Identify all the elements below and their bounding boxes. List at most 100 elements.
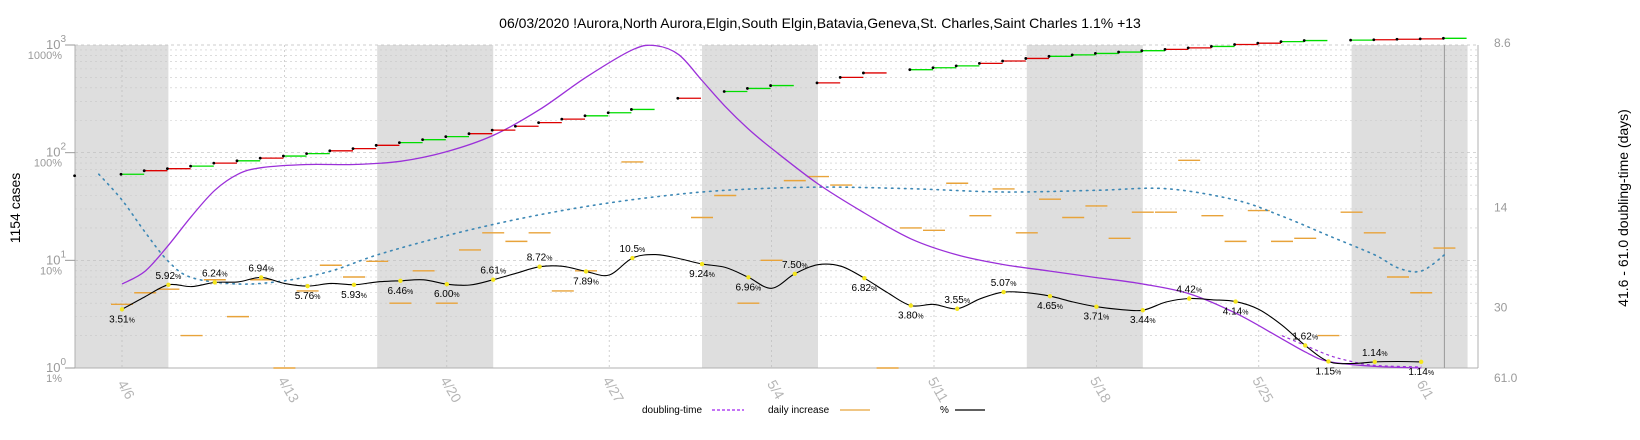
case-point <box>1047 54 1051 58</box>
percent-marker <box>630 255 635 261</box>
percent-label-suffix: % <box>453 292 459 299</box>
percent-labels: 3.51% 5.92% 6.24% 6.94% 5.76% 5.93% 6.46% 6.00%… <box>109 244 1434 378</box>
case-point <box>235 159 239 163</box>
case-point <box>1302 39 1306 42</box>
case-point <box>73 174 76 178</box>
case-point <box>769 84 772 87</box>
case-point <box>398 141 401 145</box>
case-point <box>1418 37 1422 41</box>
case-point <box>1395 37 1399 41</box>
percent-label-suffix: % <box>361 293 367 300</box>
doubling-time-line <box>121 44 1422 369</box>
percent-marker <box>1001 289 1006 295</box>
case-point <box>978 61 981 65</box>
percent-marker <box>119 307 125 312</box>
percent-label: 4.42% <box>1176 285 1202 296</box>
percent-label-suffix: % <box>593 279 599 286</box>
percent-label: 3.44% <box>1130 315 1156 326</box>
x-tick: 5/4 <box>764 377 788 402</box>
case-point <box>630 108 633 111</box>
percent-marker <box>212 280 217 285</box>
percent-label-suffix: % <box>1335 369 1341 376</box>
x-tick: 5/18 <box>1087 374 1115 406</box>
percent-label: 6.61% <box>480 266 506 277</box>
left-tick-exp: 3 <box>60 34 66 45</box>
x-tick: 4/27 <box>600 374 628 406</box>
percent-label-suffix: % <box>129 317 135 324</box>
percent-label: 4.65% <box>1037 301 1063 312</box>
percent-label: 1.14% <box>1408 367 1434 378</box>
case-point <box>1024 57 1028 60</box>
case-point <box>1186 46 1190 50</box>
case-point <box>1117 50 1120 54</box>
case-point <box>119 172 123 176</box>
percent-marker <box>1140 308 1146 313</box>
right-tick: 14 <box>1494 201 1508 215</box>
x-tick: 4/20 <box>437 374 465 406</box>
percent-label-suffix: % <box>314 294 320 301</box>
weekend-band-4 <box>1351 45 1468 368</box>
case-point <box>815 81 819 85</box>
percent-label-suffix: % <box>500 269 506 276</box>
left-tick-percent: 1000% <box>28 50 62 62</box>
weekend-band-2 <box>702 45 818 368</box>
case-point <box>421 138 424 142</box>
right-axis-label: 41.6 - 61.0 doubling-time (days) <box>1615 109 1631 307</box>
right-tick: 8.6 <box>1494 36 1511 50</box>
weekend-band-1 <box>377 45 494 368</box>
case-point <box>1372 38 1376 42</box>
case-point <box>1210 45 1213 48</box>
case-point <box>537 121 540 125</box>
percent-label: 6.46% <box>388 286 414 297</box>
case-point <box>1349 38 1352 42</box>
right-tick: 30 <box>1494 301 1508 315</box>
percent-label-suffix: % <box>407 289 413 296</box>
percent-label: 1.15% <box>1316 366 1342 377</box>
case-point <box>746 87 749 90</box>
case-point <box>838 76 842 79</box>
percent-label-suffix: % <box>1149 318 1155 325</box>
percent-label: 7.89% <box>573 276 599 287</box>
x-tick: 5/25 <box>1249 374 1277 406</box>
percent-label: 5.76% <box>295 291 321 302</box>
percent-marker <box>1419 359 1424 365</box>
case-point <box>1442 36 1445 40</box>
percent-marker <box>746 275 751 280</box>
percent-label-suffix: % <box>1196 288 1202 295</box>
percent-label: 1.14% <box>1362 348 1388 359</box>
left-axis-label: 1154 cases <box>7 173 23 244</box>
percent-marker <box>444 282 449 287</box>
x-axis-ticks: 4/6 4/13 4/20 4/27 5/4 5/11 5/18 5/25 6/1 <box>115 374 1438 406</box>
x-tick: 4/13 <box>275 374 303 406</box>
x-tick: 6/1 <box>1414 377 1438 402</box>
doubling-time-series <box>121 44 1422 369</box>
percent-label-suffix: % <box>1103 315 1109 322</box>
plot-frame <box>74 45 1479 369</box>
percent-label-suffix: % <box>1010 281 1016 288</box>
percent-label: 5.92% <box>156 271 182 282</box>
percent-marker <box>537 264 542 269</box>
case-point <box>490 128 494 132</box>
percent-label: 6.00% <box>434 289 460 300</box>
percent-marker <box>1303 343 1308 348</box>
doubling-time-dashed <box>1281 335 1422 368</box>
percent-label-suffix: % <box>1381 351 1387 358</box>
x-tick: 4/6 <box>115 377 139 402</box>
case-point <box>560 117 564 121</box>
percent-marker <box>1187 296 1192 301</box>
case-point <box>1233 43 1236 46</box>
percent-label: 3.80% <box>898 311 924 322</box>
left-tick-percent: 100% <box>34 158 62 170</box>
percent-marker <box>166 282 171 288</box>
case-point <box>1163 48 1167 51</box>
right-axis-ticks: 8.6 14 30 61.0 <box>1494 36 1518 385</box>
left-tick-exp: 0 <box>60 357 66 368</box>
grid <box>75 44 1478 369</box>
case-point <box>1094 52 1097 55</box>
percent-label-suffix: % <box>268 266 274 273</box>
percent-label: 7.50% <box>782 260 808 271</box>
case-point <box>282 154 285 158</box>
case-point <box>305 152 308 156</box>
